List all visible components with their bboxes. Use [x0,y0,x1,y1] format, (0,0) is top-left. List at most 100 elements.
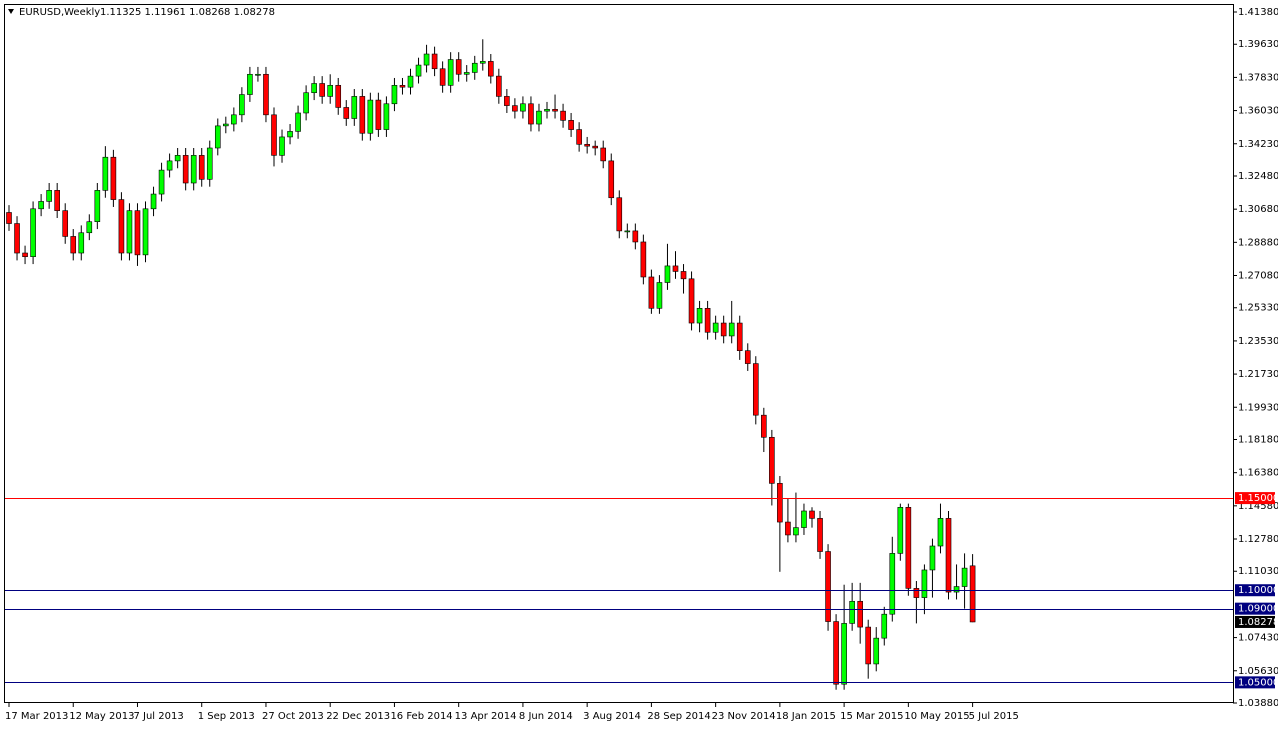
y-tick-label: 1.21730 [1238,369,1278,380]
candle-body [375,99,382,130]
y-tick-label: 1.16380 [1238,468,1278,479]
y-tick-label: 1.11030 [1238,566,1278,577]
candle-body [38,201,44,210]
candle-body [463,72,470,75]
candle-body [399,85,406,88]
candle-body [857,600,863,628]
candle-body [873,637,880,665]
ohlc-text: 1.11325 1.11961 1.08268 1.08278 [100,7,275,18]
x-tick-label: 27 Oct 2013 [262,711,324,722]
candle-body [46,190,52,202]
candle-body [407,75,414,88]
candle-body [383,103,390,130]
y-tick-label: 1.30680 [1238,204,1278,215]
x-tick-label: 8 Jun 2014 [519,711,573,722]
candle-body [78,232,85,254]
candle-body [343,107,350,119]
candle-body [479,61,486,64]
y-tick-label: 1.18180 [1238,434,1278,445]
candle-body [174,155,181,162]
candle-body [54,190,60,211]
price-tag-label: 1.08278 [1238,617,1278,628]
candle-body [158,169,165,195]
candle-body [62,210,69,237]
candle-body [70,236,77,254]
candle-body [536,110,542,125]
candle-body [223,123,229,127]
candle-body [22,252,28,258]
candle-body [359,96,366,134]
price-tag [1235,492,1275,505]
candle-body [504,96,510,106]
candle-body [214,125,221,149]
y-tick-label: 1.28880 [1238,237,1278,248]
candle-body [592,145,598,149]
candle-body [769,436,775,484]
candle-body [190,155,197,184]
candle-body [471,62,478,73]
x-tick-label: 12 May 2013 [69,711,134,722]
candle-body [6,212,12,224]
candle-body [544,108,550,112]
candle-body [825,551,831,622]
menu-arrow[interactable] [8,9,14,14]
candle-body [166,160,173,171]
candle-body [86,221,93,234]
candle-body [584,144,590,147]
candle-body [263,73,269,116]
x-tick-label: 5 Jul 2015 [969,711,1019,722]
candle-body [720,322,727,337]
candle-body [239,94,245,116]
candle-body [953,586,960,593]
y-tick-label: 1.41380 [1238,7,1278,18]
candle-body [897,507,904,554]
candle-body [351,96,358,119]
candle-body [415,64,422,77]
candle-body [455,59,462,75]
plot-frame [4,4,1234,703]
candle-body [279,136,285,156]
y-tick-label: 1.03880 [1238,698,1278,709]
candle-body [632,230,639,243]
candle-body [568,120,574,130]
candle-body [271,114,277,156]
candle-body [496,75,502,97]
candle-body [961,567,968,587]
candle-body [142,208,149,256]
candle-body [817,518,823,552]
candle-body [431,53,438,70]
candle-body [528,103,534,125]
candle-body [809,510,815,519]
x-tick-label: 23 Nov 2014 [712,711,776,722]
candle-body [704,308,711,333]
x-tick-label: 15 Mar 2015 [840,711,903,722]
candle-body [391,85,398,105]
candle-body [182,155,189,184]
x-tick-label: 28 Sep 2014 [647,711,710,722]
price-tag [1235,676,1275,689]
price-tag [1235,584,1275,597]
candle-body [616,197,623,232]
candle-body [327,85,334,97]
candle-body [520,103,526,112]
candle-body [287,131,293,138]
candle-body [608,160,615,199]
candle-body [335,85,342,108]
y-tick-label: 1.25330 [1238,303,1278,314]
price-tag-label: 1.05000 [1238,677,1278,688]
candle-body [255,73,261,76]
candle-body [303,92,309,114]
candle-body [423,53,430,66]
x-tick-label: 13 Apr 2014 [455,711,517,722]
y-tick-label: 1.36030 [1238,106,1278,117]
x-tick-label: 7 Jul 2013 [133,711,183,722]
candle-body [664,265,671,283]
candle-body [648,276,655,309]
candle-body [231,114,237,125]
x-tick-label: 1 Sep 2013 [198,711,255,722]
y-tick-label: 1.14580 [1238,501,1278,512]
x-tick-label: 3 Aug 2014 [583,711,641,722]
candle-body [150,193,157,210]
candle-body [921,569,928,598]
